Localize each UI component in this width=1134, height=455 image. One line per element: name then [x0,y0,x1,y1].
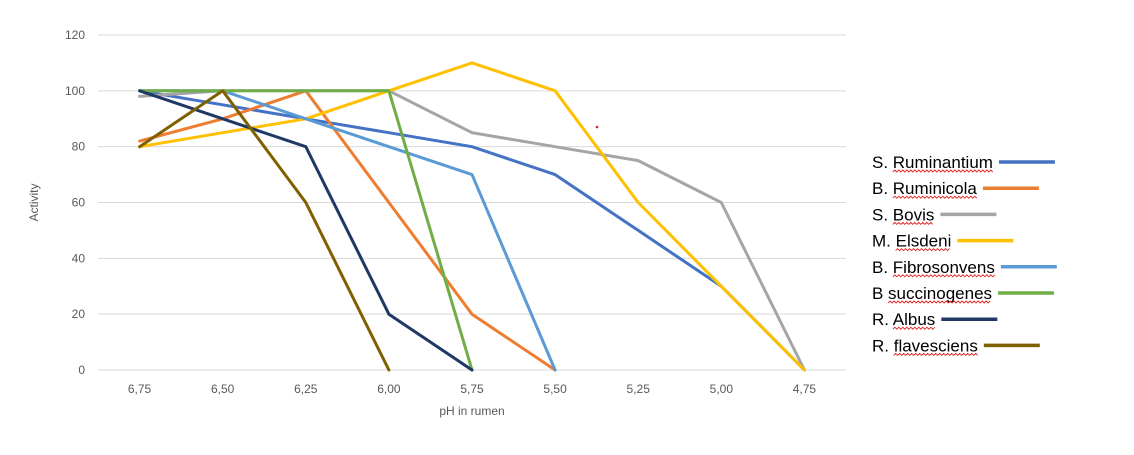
spellcheck-underline [892,221,934,226]
stray-dot-mark [595,125,599,129]
x-tick-label: 6,00 [377,382,401,396]
x-tick-label: 5,50 [543,382,567,396]
y-tick-label: 80 [72,140,86,154]
spellcheck-underline [893,352,979,357]
y-tick-label: 60 [72,196,86,210]
y-tick-label: 120 [65,28,85,42]
legend-label: R. Albus [872,310,935,329]
legend-label: B. Fibrosonvens [872,258,995,277]
series-line-8 [138,89,391,372]
spellcheck-underline [892,326,936,330]
x-tick-label: 5,75 [460,382,484,396]
series-line-6 [138,89,474,372]
x-tick-label: 4,75 [793,382,817,396]
spellcheck-underline [892,195,978,199]
legend-label: M. Elsdeni [872,232,951,251]
legend-label: S. Ruminantium [872,153,993,172]
legend-label: B succinogenes [872,284,992,303]
x-tick-label: 5,25 [627,382,651,396]
series-line-7 [138,89,474,372]
series-line-3 [138,89,806,372]
spellcheck-underline [895,247,950,252]
x-tick-label: 6,50 [211,382,235,396]
spellcheck-underline [892,169,994,173]
spellcheck-underline [887,300,991,304]
gridlines [98,34,846,371]
series-line-2 [138,89,557,372]
y-tick-label: 0 [78,363,85,377]
legend-label: R. flavesciens [872,336,978,355]
x-axis-title: pH in rumen [439,404,504,418]
y-tick-label: 100 [65,84,85,98]
x-tick-label: 6,25 [294,382,318,396]
spellcheck-underline [892,274,996,278]
legend-label: B. Ruminicola [872,179,977,198]
y-tick-label: 20 [72,307,86,321]
x-tick-label: 6,75 [128,382,152,396]
legend-label: S. Bovis [872,205,934,224]
x-tick-label: 5,00 [710,382,734,396]
y-axis-ticks: 0 20 40 60 80 100 120 [65,28,85,377]
series-lines [138,61,806,372]
y-axis-title: Activity [27,183,41,221]
y-tick-label: 40 [72,251,86,265]
legend: S. Ruminantium B. Ruminicola S. Bovis M. El… [872,153,1057,357]
x-axis-ticks: 6,75 6,50 6,25 6,00 5,75 5,50 5,25 5,00 4,75 [128,382,817,396]
